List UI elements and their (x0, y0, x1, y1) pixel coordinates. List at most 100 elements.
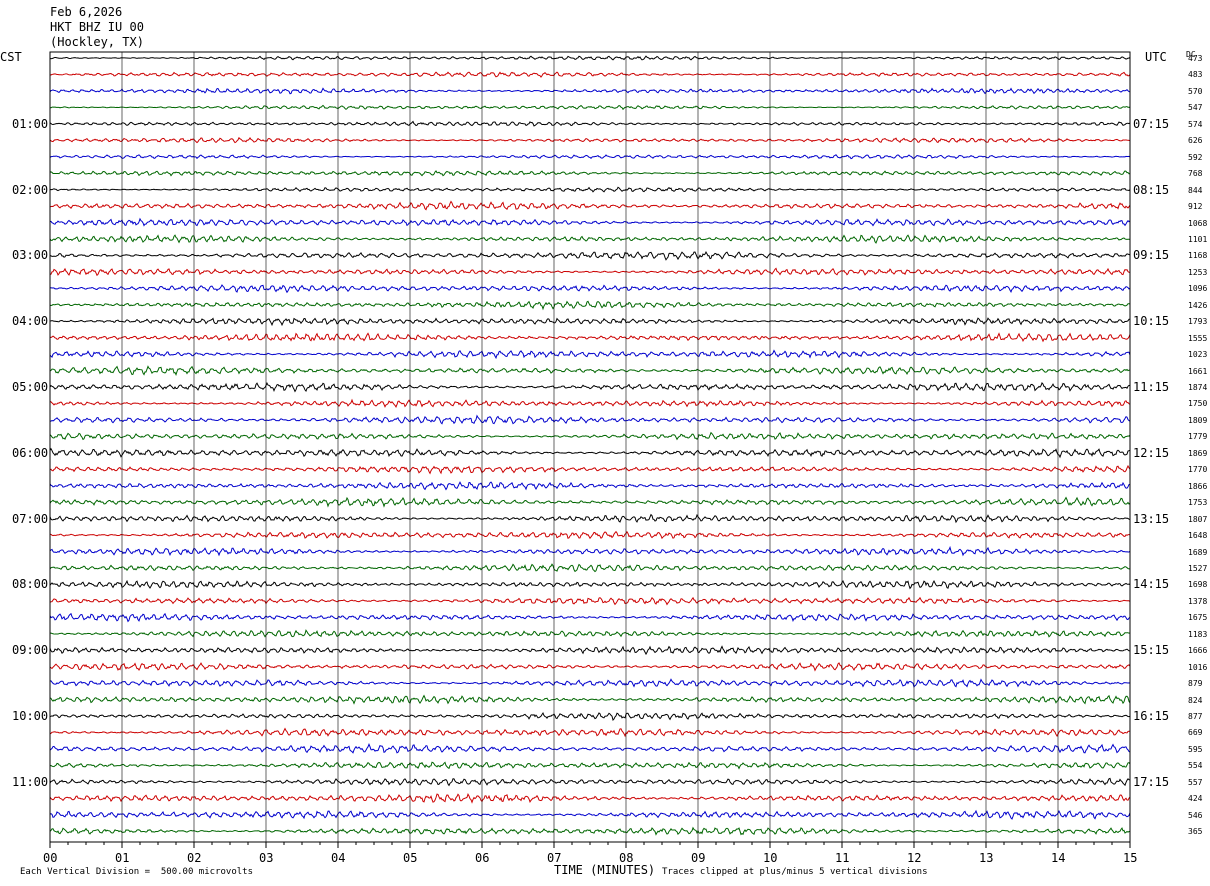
trace-20 (49, 365, 1131, 377)
dc-value: 1770 (1188, 465, 1208, 475)
trace-41 (49, 711, 1131, 721)
dc-value: 1753 (1188, 498, 1208, 508)
x-tick-label: 15 (1123, 851, 1138, 865)
left-hour-label: 05:00 (12, 380, 49, 394)
trace-28 (49, 496, 1131, 508)
x-tick-label: 13 (979, 851, 994, 865)
right-timezone-label: UTC (1145, 50, 1167, 64)
dc-value: 1675 (1188, 613, 1208, 623)
dc-value: 1809 (1188, 415, 1208, 425)
trace-46 (49, 792, 1131, 804)
trace-40 (49, 694, 1131, 705)
trace-14 (49, 267, 1131, 277)
dc-value: 1793 (1188, 317, 1208, 327)
trace-37 (49, 645, 1131, 656)
x-tick-label: 05 (403, 851, 418, 865)
dc-value: 365 (1188, 827, 1203, 837)
trace-12 (49, 234, 1131, 244)
trace-27 (49, 481, 1131, 491)
vertical-division-note: Each Vertical Division = 500.00 microvol… (20, 867, 253, 877)
right-hour-label: 11:15 (1133, 380, 1170, 394)
right-hour-label: 13:15 (1133, 511, 1170, 526)
dc-value: 483 (1188, 70, 1203, 80)
trace-15 (49, 284, 1131, 294)
trace-4 (49, 104, 1131, 111)
dc-label: DC (1186, 50, 1196, 59)
dc-value: 1253 (1188, 267, 1208, 277)
left-timezone-label: CST (0, 50, 22, 64)
trace-group (49, 55, 1131, 836)
plot-border (49, 51, 1131, 843)
dc-value: 1096 (1188, 284, 1208, 294)
trace-5 (49, 120, 1131, 127)
x-tick-label: 03 (259, 851, 274, 865)
trace-35 (49, 612, 1131, 623)
trace-17 (49, 317, 1131, 327)
x-tick-label: 10 (763, 851, 778, 865)
dc-value: 1874 (1188, 383, 1208, 392)
trace-38 (49, 662, 1131, 672)
x-tick-label: 12 (907, 851, 922, 865)
dc-value: 547 (1188, 103, 1203, 113)
dc-value: 595 (1188, 744, 1203, 754)
x-tick-label: 08 (619, 851, 634, 865)
trace-31 (49, 545, 1131, 557)
dc-value: 1779 (1188, 432, 1208, 442)
dc-value: 824 (1188, 695, 1203, 705)
trace-33 (49, 579, 1131, 590)
dc-value: 1555 (1188, 333, 1208, 343)
grid-lines (121, 52, 1059, 842)
x-tick-label: 01 (115, 851, 130, 865)
right-hour-label: 14:15 (1133, 577, 1170, 592)
dc-value: 473 (1188, 54, 1203, 63)
trace-19 (49, 349, 1131, 360)
dc-value: 1527 (1188, 563, 1208, 573)
trace-26 (49, 464, 1131, 475)
trace-11 (49, 217, 1131, 227)
dc-value: 1426 (1188, 300, 1208, 310)
dc-value: 1750 (1188, 399, 1208, 409)
trace-32 (49, 563, 1131, 573)
dc-value: 554 (1188, 761, 1203, 771)
dc-value: 626 (1188, 136, 1203, 146)
dc-value: 912 (1188, 202, 1203, 212)
right-hour-label: 10:15 (1133, 314, 1170, 329)
trace-42 (49, 727, 1131, 738)
header-station: HKT BHZ IU 00 (50, 20, 144, 34)
trace-24 (49, 431, 1131, 441)
right-hour-label: 09:15 (1133, 248, 1170, 263)
x-tick-label: 14 (1051, 851, 1066, 865)
left-hour-label: 04:00 (12, 314, 49, 329)
trace-9 (49, 186, 1131, 193)
dc-value: 877 (1188, 712, 1203, 721)
right-hour-label: 17:15 (1133, 774, 1170, 789)
header-location: (Hockley, TX) (50, 35, 144, 49)
trace-39 (49, 678, 1131, 688)
trace-21 (49, 382, 1131, 393)
dc-value: 1698 (1188, 580, 1208, 590)
trace-34 (49, 596, 1131, 606)
dc-value: 1648 (1188, 531, 1208, 541)
dc-value: 768 (1188, 169, 1203, 179)
dc-value: 1666 (1188, 646, 1208, 656)
trace-43 (49, 742, 1131, 754)
trace-47 (49, 809, 1131, 820)
trace-3 (49, 87, 1131, 95)
right-hour-label: 12:15 (1133, 445, 1170, 460)
right-hour-label: 08:15 (1133, 182, 1170, 197)
trace-29 (49, 513, 1131, 524)
clip-note: Traces clipped at plus/minus 5 vertical … (662, 867, 928, 877)
dc-value: 1023 (1188, 350, 1208, 360)
dc-value: 669 (1188, 728, 1203, 738)
x-tick-label: 04 (331, 851, 346, 865)
dc-value: 844 (1188, 185, 1203, 195)
header-date: Feb 6,2026 (50, 5, 123, 19)
dc-value: 1101 (1188, 234, 1208, 244)
trace-36 (49, 629, 1131, 638)
dc-value: 1183 (1188, 629, 1208, 639)
trace-45 (49, 777, 1131, 787)
dc-value: 424 (1188, 794, 1203, 804)
dc-value: 1168 (1188, 251, 1208, 261)
x-tick-label: 11 (835, 851, 850, 865)
